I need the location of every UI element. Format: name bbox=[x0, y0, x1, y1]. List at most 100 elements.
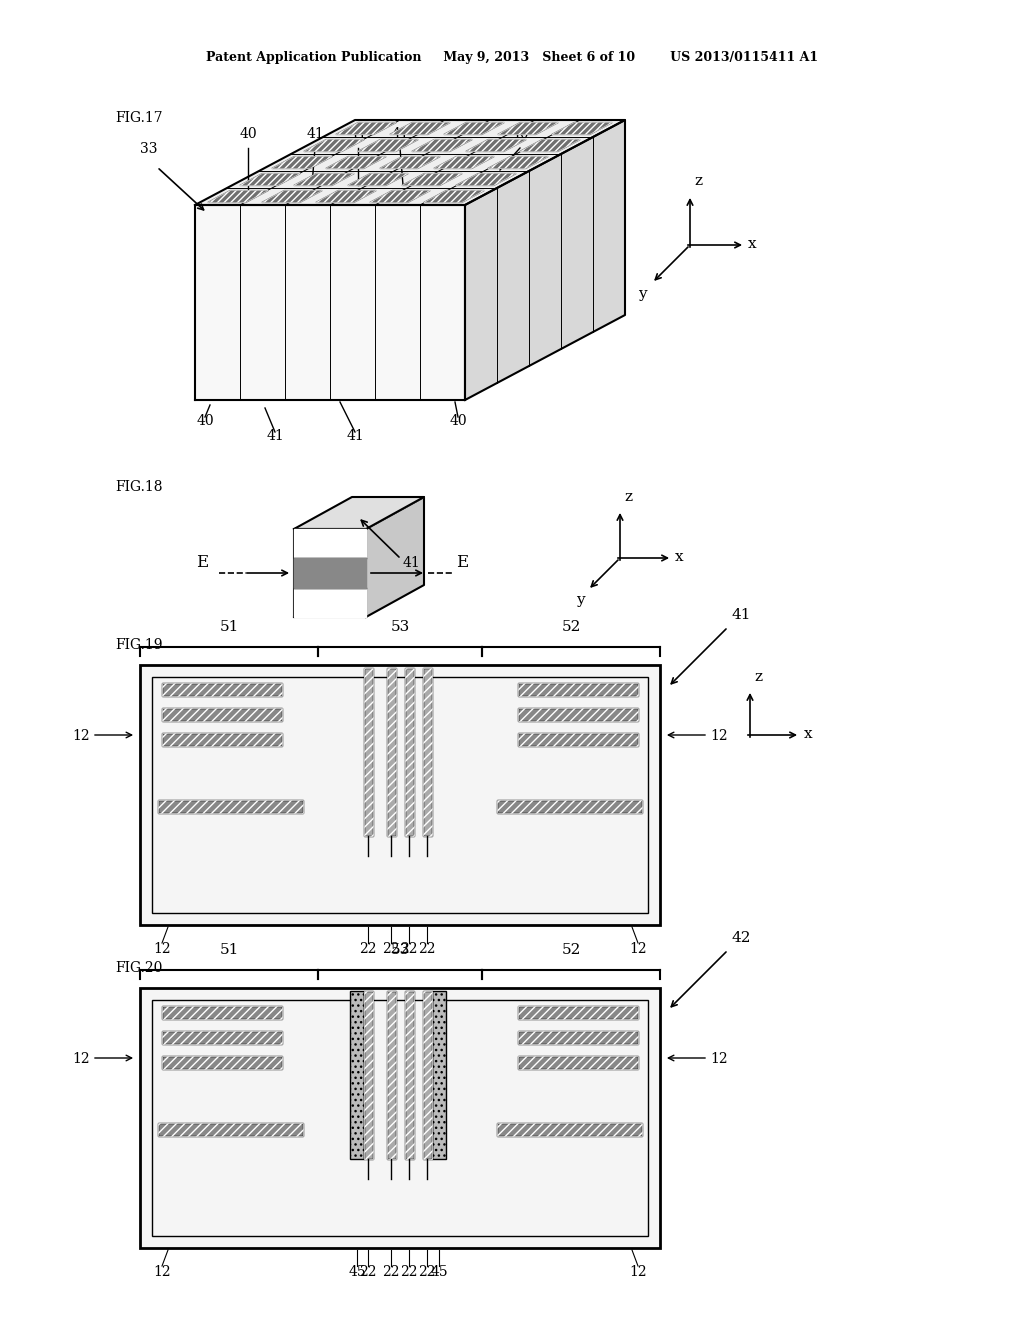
Polygon shape bbox=[240, 173, 300, 185]
Polygon shape bbox=[208, 190, 268, 202]
Bar bbox=[432, 991, 446, 1159]
Bar bbox=[518, 1031, 638, 1044]
Bar bbox=[350, 991, 364, 1159]
Bar bbox=[162, 733, 282, 746]
Bar bbox=[364, 668, 373, 836]
Bar bbox=[497, 800, 642, 813]
Bar bbox=[364, 668, 373, 836]
Bar bbox=[162, 733, 282, 746]
Bar bbox=[497, 1123, 642, 1137]
Polygon shape bbox=[294, 558, 366, 587]
Text: z: z bbox=[624, 490, 632, 504]
Text: z: z bbox=[694, 174, 702, 187]
Text: FIG.19: FIG.19 bbox=[115, 638, 163, 652]
Polygon shape bbox=[272, 157, 332, 169]
Bar bbox=[387, 991, 396, 1159]
Text: 45: 45 bbox=[430, 1265, 447, 1279]
Bar bbox=[518, 682, 638, 696]
Text: 40: 40 bbox=[240, 127, 257, 141]
Bar bbox=[518, 682, 638, 696]
Text: x: x bbox=[748, 238, 757, 251]
Bar bbox=[406, 668, 414, 836]
Bar bbox=[162, 682, 282, 696]
Polygon shape bbox=[262, 190, 323, 202]
Polygon shape bbox=[487, 157, 548, 169]
Bar bbox=[387, 668, 396, 836]
Text: FIG.18: FIG.18 bbox=[115, 480, 163, 494]
Bar bbox=[162, 682, 282, 696]
Polygon shape bbox=[326, 157, 386, 169]
Bar bbox=[406, 991, 414, 1159]
Polygon shape bbox=[401, 173, 462, 185]
Text: 22: 22 bbox=[359, 1265, 377, 1279]
Polygon shape bbox=[520, 140, 581, 152]
Polygon shape bbox=[336, 123, 396, 135]
Text: 53: 53 bbox=[390, 942, 410, 957]
Polygon shape bbox=[294, 173, 354, 185]
Text: 45: 45 bbox=[348, 1265, 366, 1279]
Text: 22: 22 bbox=[418, 942, 436, 956]
Bar bbox=[158, 800, 303, 813]
Bar bbox=[162, 1006, 282, 1019]
Bar bbox=[518, 1031, 638, 1044]
Text: FIG.17: FIG.17 bbox=[115, 111, 163, 125]
Polygon shape bbox=[390, 123, 451, 135]
Text: 51: 51 bbox=[219, 620, 239, 634]
Bar bbox=[497, 1123, 642, 1137]
Text: 22: 22 bbox=[382, 942, 399, 956]
Polygon shape bbox=[294, 498, 424, 529]
Bar bbox=[162, 708, 282, 721]
Bar bbox=[518, 708, 638, 721]
Text: 12: 12 bbox=[72, 729, 90, 743]
Bar bbox=[518, 708, 638, 721]
Polygon shape bbox=[443, 123, 504, 135]
Polygon shape bbox=[315, 190, 376, 202]
Bar bbox=[364, 991, 373, 1159]
Text: 12: 12 bbox=[629, 942, 647, 956]
Text: 41: 41 bbox=[403, 556, 421, 570]
Bar bbox=[158, 1123, 303, 1137]
Text: E: E bbox=[196, 554, 208, 572]
Bar bbox=[497, 800, 642, 813]
Polygon shape bbox=[304, 140, 365, 152]
Text: 41: 41 bbox=[266, 429, 284, 444]
Text: 22: 22 bbox=[359, 942, 377, 956]
Bar bbox=[162, 1056, 282, 1069]
Bar bbox=[387, 668, 396, 836]
Bar bbox=[162, 1031, 282, 1044]
Text: x: x bbox=[804, 727, 813, 741]
Text: 53: 53 bbox=[390, 620, 410, 634]
Text: 51: 51 bbox=[219, 942, 239, 957]
Polygon shape bbox=[358, 140, 418, 152]
Text: z: z bbox=[754, 671, 762, 684]
Text: FIG.20: FIG.20 bbox=[115, 961, 163, 975]
Polygon shape bbox=[498, 123, 558, 135]
Polygon shape bbox=[466, 140, 526, 152]
Bar bbox=[406, 668, 414, 836]
Polygon shape bbox=[195, 120, 625, 205]
Bar bbox=[162, 1056, 282, 1069]
Text: x: x bbox=[675, 550, 684, 564]
Polygon shape bbox=[370, 190, 430, 202]
Polygon shape bbox=[552, 123, 612, 135]
Bar bbox=[423, 991, 432, 1159]
Bar bbox=[423, 668, 432, 836]
Bar bbox=[518, 1056, 638, 1069]
Polygon shape bbox=[294, 529, 366, 616]
Bar bbox=[518, 733, 638, 746]
Bar bbox=[158, 800, 303, 813]
Text: 22: 22 bbox=[400, 942, 418, 956]
Text: 41: 41 bbox=[346, 429, 364, 444]
Bar bbox=[158, 1123, 303, 1137]
Polygon shape bbox=[412, 140, 472, 152]
Bar bbox=[162, 708, 282, 721]
Text: 41: 41 bbox=[732, 609, 752, 622]
Text: 22: 22 bbox=[382, 1265, 399, 1279]
Text: 41: 41 bbox=[391, 127, 409, 141]
Bar bbox=[518, 1056, 638, 1069]
Bar bbox=[140, 665, 660, 925]
Bar bbox=[152, 1001, 648, 1236]
Bar bbox=[162, 1031, 282, 1044]
Text: 12: 12 bbox=[710, 1052, 728, 1067]
Bar bbox=[140, 987, 660, 1247]
